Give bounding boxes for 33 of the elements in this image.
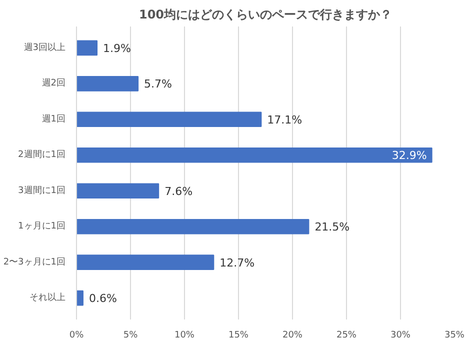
y-tick-label: 3週間に1回 [18,184,66,196]
x-tick-label: 0% [69,330,84,340]
y-tick-label: 2〜3ヶ月に1回 [3,257,66,268]
bar [76,147,432,163]
y-tick-label: 週3回以上 [24,42,66,53]
y-tick-label: それ以上 [30,292,66,304]
y-tick-label: 週2回 [42,78,66,89]
data-label: 21.5% [314,220,350,234]
bar [76,76,139,92]
x-tick-label: 15% [228,330,249,340]
data-label: 5.7% [144,78,172,91]
y-tick-label: 2週間に1回 [18,149,66,160]
x-tick-label: 35% [444,330,465,340]
x-tick-label: 5% [123,330,138,340]
x-tick-label: 30% [390,330,411,340]
bar [76,290,84,306]
data-label: 17.1% [267,113,302,126]
data-label: 0.6% [88,292,117,306]
bar [76,254,214,270]
chart-title: 100均にはどのくらいのペースで行きますか？ [138,8,392,22]
y-tick-label: 1ヶ月に1回 [18,222,66,232]
y-tick-label: 週1回 [42,113,66,124]
x-tick-label: 25% [336,330,357,340]
bar [76,40,98,56]
data-label: 12.7% [220,256,255,270]
x-tick-label: 20% [282,330,303,340]
x-tick-label: 10% [174,330,195,340]
bar [76,183,160,199]
data-label: 7.6% [164,184,193,198]
data-label: 1.9% [103,42,131,55]
bar [76,218,310,234]
data-label: 32.9% [392,149,427,162]
bar [76,112,262,128]
